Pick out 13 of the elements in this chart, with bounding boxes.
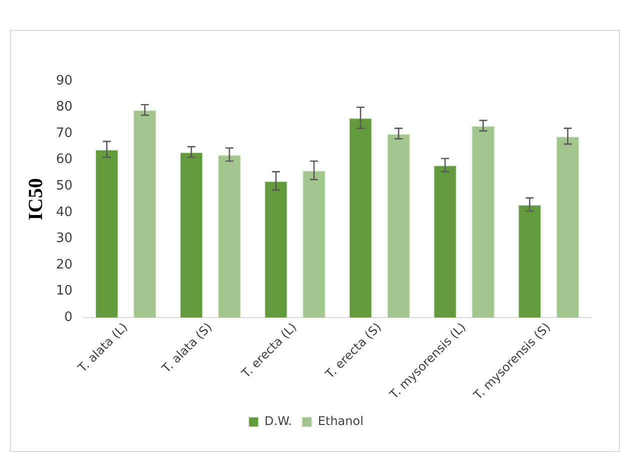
y-tick-label: 30 (56, 231, 73, 246)
y-tick-label: 70 (56, 126, 73, 141)
y-tick-label: 50 (56, 178, 73, 194)
y-tick-label: 90 (56, 73, 73, 88)
y-tick-label: 60 (56, 152, 73, 168)
y-axis-title: IC50 (25, 178, 48, 220)
legend-label: Ethanol (318, 414, 364, 428)
y-tick-label: 0 (64, 310, 73, 325)
legend-label: D.W. (264, 414, 292, 428)
y-tick-label: 40 (56, 204, 73, 220)
y-tick-label: 80 (56, 100, 73, 115)
y-tick-label: 10 (56, 284, 73, 299)
y-tick-label: 20 (56, 257, 73, 272)
